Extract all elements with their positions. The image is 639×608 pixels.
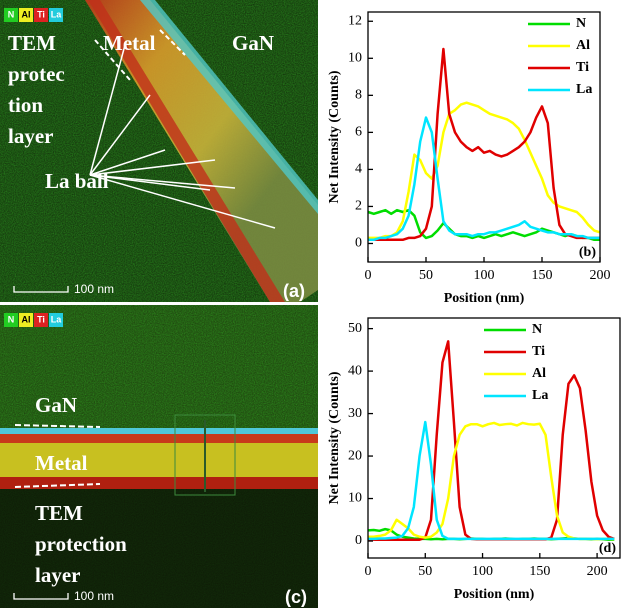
layer-label: TEM (8, 31, 56, 55)
gan-label: GaN (232, 31, 274, 55)
y-tick-label: 10 (348, 491, 362, 506)
scan-box (174, 414, 236, 496)
tag-box (4, 8, 18, 22)
la-layer (0, 428, 318, 434)
al-layer (0, 443, 318, 477)
panel-label: (c) (285, 587, 307, 607)
boundary (94, 39, 131, 81)
legend-label: La (576, 82, 592, 97)
y-tick-label: 40 (348, 363, 362, 378)
y-axis-label: Net Intensity (Counts) (327, 371, 342, 504)
x-tick-label: 200 (590, 268, 611, 283)
x-tick-label: 50 (418, 564, 432, 579)
tag-box (4, 313, 18, 327)
boundary (14, 424, 101, 428)
series-line (368, 101, 601, 240)
tag: Al (22, 314, 31, 324)
y-tick-label: 30 (348, 406, 362, 421)
series-line (368, 340, 615, 541)
ti-layer (0, 477, 318, 489)
legend-label: Al (532, 366, 546, 381)
tag: Ti (37, 314, 45, 324)
series-line (368, 420, 615, 541)
layer-label: protection (35, 532, 127, 556)
panel-label: (d) (599, 541, 616, 556)
y-tick-label: 50 (348, 321, 362, 336)
y-tick-label: 2 (355, 199, 362, 214)
legend-label: Al (576, 38, 590, 53)
protection-layer (0, 482, 318, 608)
gan-label: GaN (35, 393, 77, 417)
y-tick-label: 6 (355, 125, 362, 140)
tag: Al (22, 9, 31, 19)
y-tick-label: 0 (355, 533, 362, 548)
legend-label: La (532, 388, 548, 403)
ball-label: La ball (45, 169, 109, 193)
map-panel-c: N Al Ti La GaN Metal TEM protection laye… (0, 305, 318, 608)
y-axis-label: Net Intensity (Counts) (327, 70, 342, 203)
tag-box (19, 313, 33, 327)
x-axis-label: Position (nm) (454, 587, 535, 602)
plot-frame (367, 317, 621, 559)
ti-layer (0, 434, 318, 443)
tag-box (34, 8, 48, 22)
y-tick-label: 20 (348, 448, 362, 463)
y-tick-label: 4 (355, 162, 362, 177)
y-tick-label: 0 (355, 236, 362, 251)
layer-label: TEM (35, 501, 83, 525)
series-line (368, 47, 600, 242)
legend-label: Ti (576, 60, 589, 75)
tag-box (19, 8, 33, 22)
panel-label: (b) (579, 245, 596, 260)
metal-label: Metal (35, 451, 88, 475)
ti-edge (88, 0, 285, 302)
boundary (159, 29, 186, 56)
layer-label: tion (8, 93, 43, 117)
layer-label: layer (35, 563, 80, 587)
metal-label: Metal (103, 31, 156, 55)
legend-label: Ti (532, 344, 545, 359)
scale-label: 100 nm (74, 589, 114, 603)
layer-label: protec (8, 62, 65, 86)
x-tick-label: 50 (419, 268, 433, 283)
map-panel-a: N Al Ti La TEM protec tion layer Metal G… (0, 0, 318, 302)
tag: N (8, 9, 15, 19)
series-line (368, 421, 615, 541)
series-line (368, 116, 600, 242)
plot-frame (367, 11, 601, 263)
x-tick-label: 100 (472, 564, 493, 579)
x-axis-label: Position (nm) (444, 291, 525, 306)
x-tick-label: 100 (474, 268, 495, 283)
panel-label: (a) (283, 281, 305, 301)
layer-label: layer (8, 124, 53, 148)
scale-bar (13, 593, 69, 600)
y-tick-label: 8 (355, 88, 362, 103)
tag-box (34, 313, 48, 327)
x-tick-label: 200 (587, 564, 608, 579)
scale-label: 100 nm (74, 282, 114, 296)
y-tick-label: 12 (348, 13, 362, 28)
x-tick-label: 150 (529, 564, 550, 579)
tag-box (49, 8, 63, 22)
y-tick-label: 10 (348, 51, 362, 66)
tag-box (49, 313, 63, 327)
boundary (14, 483, 101, 488)
tag: N (8, 314, 15, 324)
x-tick-label: 0 (365, 564, 372, 579)
scale-bar (13, 286, 69, 293)
tag: La (51, 9, 62, 19)
legend-label: N (532, 322, 542, 337)
x-tick-label: 150 (532, 268, 553, 283)
tag: La (51, 314, 62, 324)
tag: Ti (37, 9, 45, 19)
legend-label: N (576, 16, 586, 31)
x-tick-label: 0 (365, 268, 372, 283)
